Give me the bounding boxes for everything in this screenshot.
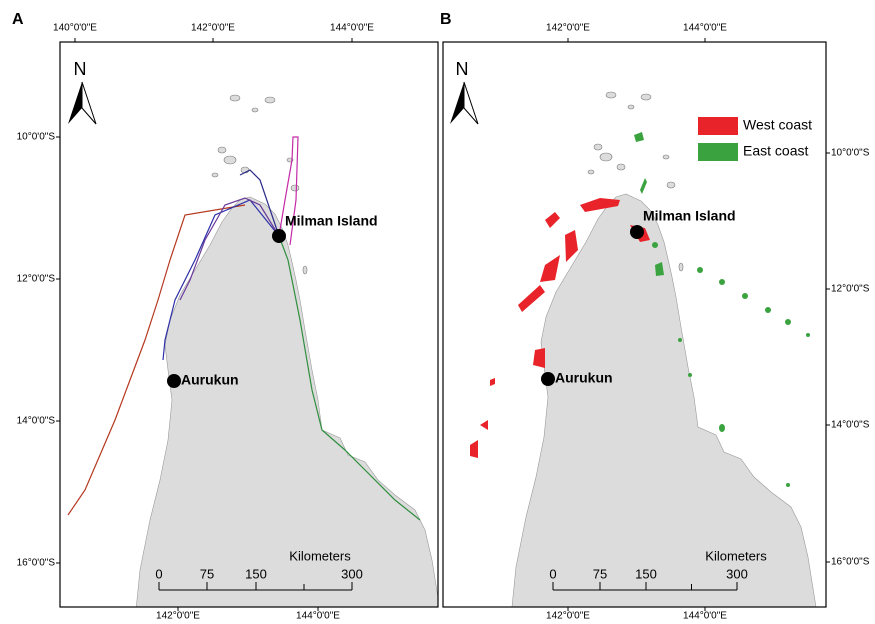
map-b xyxy=(470,92,816,607)
axis-label: 10°0'0"S xyxy=(17,132,56,143)
scale-label: 0 xyxy=(155,566,162,581)
legend-swatch xyxy=(698,117,738,135)
legend-label: West coast xyxy=(743,117,812,133)
north-label: N xyxy=(456,59,469,79)
scale-label: 75 xyxy=(593,566,607,581)
axis-label: 142°0'0"E xyxy=(546,23,590,34)
scale-label: 150 xyxy=(635,566,657,581)
legend-label: East coast xyxy=(743,143,808,159)
axis-label: 14°0'0"S xyxy=(831,420,870,431)
place-marker xyxy=(541,372,555,386)
axis-label: 16°0'0"S xyxy=(831,557,870,568)
scale-title: Kilometers xyxy=(289,548,351,563)
scale-title: Kilometers xyxy=(705,548,767,563)
figure: A 140°0'0"E 142°0'0"E 144°0'0"E 142°0'0"E 144… xyxy=(0,0,875,624)
north-arrow xyxy=(450,82,464,124)
place-marker xyxy=(167,374,181,388)
place-label: Milman Island xyxy=(643,208,736,224)
north-arrow xyxy=(464,82,478,124)
place-marker xyxy=(272,229,286,243)
north-arrow xyxy=(82,82,96,124)
axis-label: 142°0'0"E xyxy=(156,611,200,622)
scale-label: 0 xyxy=(549,566,556,581)
axis-label: 16°0'0"S xyxy=(17,558,56,569)
axis-label: 142°0'0"E xyxy=(191,23,235,34)
axis-label: 12°0'0"S xyxy=(831,284,870,295)
axis-label: 10°0'0"S xyxy=(831,148,870,159)
scale-label: 75 xyxy=(200,566,214,581)
scale-label: 150 xyxy=(245,566,267,581)
scale-label: 300 xyxy=(341,566,363,581)
axis-label: 144°0'0"E xyxy=(683,23,727,34)
axis-label: 144°0'0"E xyxy=(296,611,340,622)
panel-label: A xyxy=(12,11,24,28)
axis-label: 12°0'0"S xyxy=(17,274,56,285)
place-label: Milman Island xyxy=(285,213,378,229)
place-label: Aurukun xyxy=(181,372,239,388)
north-label: N xyxy=(74,59,87,79)
axis-label: 140°0'0"E xyxy=(53,23,97,34)
place-label: Aurukun xyxy=(555,370,613,386)
panel-label: B xyxy=(440,11,452,28)
scale-label: 300 xyxy=(726,566,748,581)
place-marker xyxy=(630,225,644,239)
legend-swatch xyxy=(698,143,738,161)
axis-label: 142°0'0"E xyxy=(546,611,590,622)
map-a xyxy=(68,95,440,610)
axis-label: 144°0'0"E xyxy=(683,611,727,622)
axis-label: 14°0'0"S xyxy=(17,416,56,427)
north-arrow xyxy=(68,82,82,124)
axis-label: 144°0'0"E xyxy=(330,23,374,34)
